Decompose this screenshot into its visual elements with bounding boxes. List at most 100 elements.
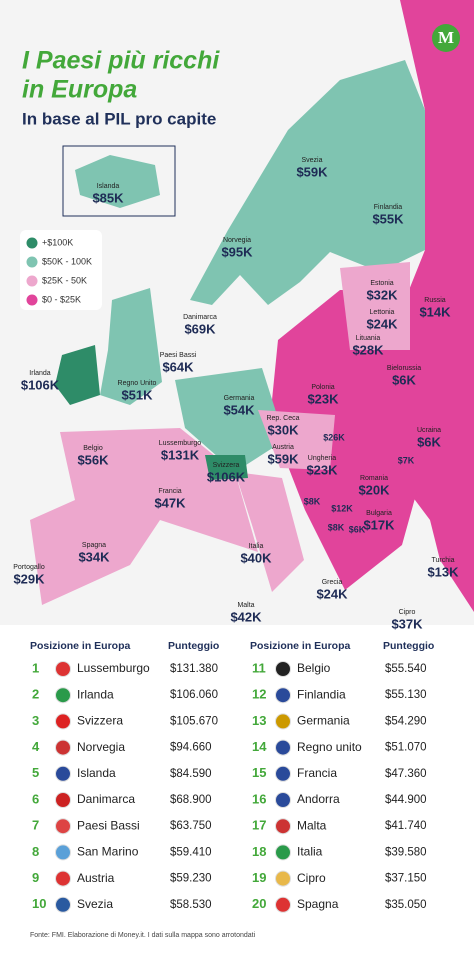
country-name: Belgio — [83, 445, 103, 452]
legend-swatch — [26, 256, 38, 268]
country-value: $28K — [352, 342, 384, 357]
country-value: $6K — [417, 434, 441, 449]
score: $44.900 — [385, 794, 427, 806]
country: Spagna — [297, 897, 339, 911]
score: $94.660 — [170, 742, 212, 754]
country-value: $59K — [267, 451, 299, 466]
country-value: $34K — [78, 549, 110, 564]
score: $39.580 — [385, 846, 427, 858]
rank: 2 — [32, 687, 39, 702]
flag — [55, 896, 71, 913]
flag — [275, 687, 291, 704]
score: $51.070 — [385, 742, 427, 754]
flag — [55, 792, 71, 808]
flag — [55, 713, 71, 730]
flag — [55, 870, 71, 887]
rank: 9 — [32, 870, 39, 885]
legend-label: $50K - 100K — [42, 256, 92, 266]
country-name: Paesi Bassi — [160, 352, 197, 359]
country-value: $106K — [207, 469, 246, 484]
flag — [275, 870, 291, 887]
region — [190, 60, 425, 305]
score: $131.380 — [170, 663, 218, 675]
country-name: Regno Unito — [118, 380, 157, 387]
country-value: $40K — [240, 550, 272, 565]
country-name: Lituania — [356, 335, 381, 342]
inset-frame — [62, 145, 176, 217]
country: Irlanda — [77, 687, 114, 701]
flag — [55, 765, 71, 782]
title: in Europa — [22, 76, 137, 104]
column-header: Posizione in Europa — [250, 640, 351, 652]
legend-box — [20, 230, 102, 310]
country-name: Finlandia — [374, 204, 403, 211]
flag — [275, 739, 291, 756]
country-value: $8K — [304, 496, 321, 506]
country-name: Islanda — [97, 183, 120, 190]
country-name: Polonia — [311, 384, 334, 391]
score: $41.740 — [385, 820, 427, 832]
rank: 16 — [252, 791, 266, 806]
rank: 7 — [32, 818, 39, 833]
country-value: $26K — [323, 432, 345, 442]
country-value: $32K — [366, 287, 398, 302]
country: Austria — [77, 871, 115, 885]
country-name: Irlanda — [29, 370, 51, 377]
rank: 5 — [32, 765, 39, 780]
region — [75, 155, 160, 208]
legend-label: $25K - 50K — [42, 275, 87, 285]
country-value: $20K — [358, 482, 390, 497]
country-name: Spagna — [82, 542, 106, 549]
flag — [55, 687, 71, 704]
country-value: $6K — [349, 524, 366, 534]
rank: 10 — [32, 896, 46, 911]
country-value: $47K — [154, 495, 186, 510]
flag — [275, 818, 291, 835]
country-name: Cipro — [399, 609, 416, 616]
flag — [275, 765, 291, 782]
country-name: Romania — [360, 475, 388, 482]
country: San Marino — [77, 845, 139, 859]
country-value: $95K — [221, 244, 253, 259]
rank: 13 — [252, 713, 266, 728]
country-name: Germania — [224, 395, 255, 402]
flag — [55, 739, 71, 756]
country-value: $6K — [392, 372, 416, 387]
rank: 17 — [252, 818, 266, 833]
country-name: Svezia — [301, 157, 322, 164]
flag — [275, 713, 291, 730]
country-name: Turchia — [431, 557, 454, 564]
country-name: Francia — [158, 488, 181, 495]
logo-text: M — [438, 28, 454, 47]
country-value: $14K — [419, 304, 451, 319]
country-value: $42K — [230, 609, 262, 624]
score: $37.150 — [385, 873, 427, 885]
legend-label: $0 - $25K — [42, 294, 81, 304]
column-header: Posizione in Europa — [30, 640, 131, 652]
legend-label: +$100K — [42, 237, 73, 247]
country-value: $37K — [391, 616, 423, 631]
rank: 8 — [32, 844, 39, 859]
flag — [275, 844, 291, 861]
flag — [275, 896, 291, 913]
country: Lussemburgo — [77, 661, 150, 675]
rank: 19 — [252, 870, 266, 885]
country: Norvegia — [77, 740, 125, 754]
rank: 6 — [32, 791, 39, 806]
country-name: Russia — [424, 297, 446, 304]
country-value: $7K — [398, 455, 415, 465]
country-name: Italia — [249, 543, 264, 550]
score: $55.540 — [385, 663, 427, 675]
legend: +$100K $50K - 100K $25K - 50K $0 - $25K — [26, 237, 92, 306]
country: Islanda — [77, 766, 116, 780]
flag — [55, 818, 71, 835]
score: $59.230 — [170, 873, 212, 885]
country-name: Bielorussia — [387, 365, 421, 372]
region — [258, 410, 335, 470]
country-name: Estonia — [370, 280, 393, 287]
country-value: $24K — [366, 316, 398, 331]
flag — [55, 844, 71, 861]
rank: 12 — [252, 687, 266, 702]
country-value: $29K — [13, 571, 45, 586]
